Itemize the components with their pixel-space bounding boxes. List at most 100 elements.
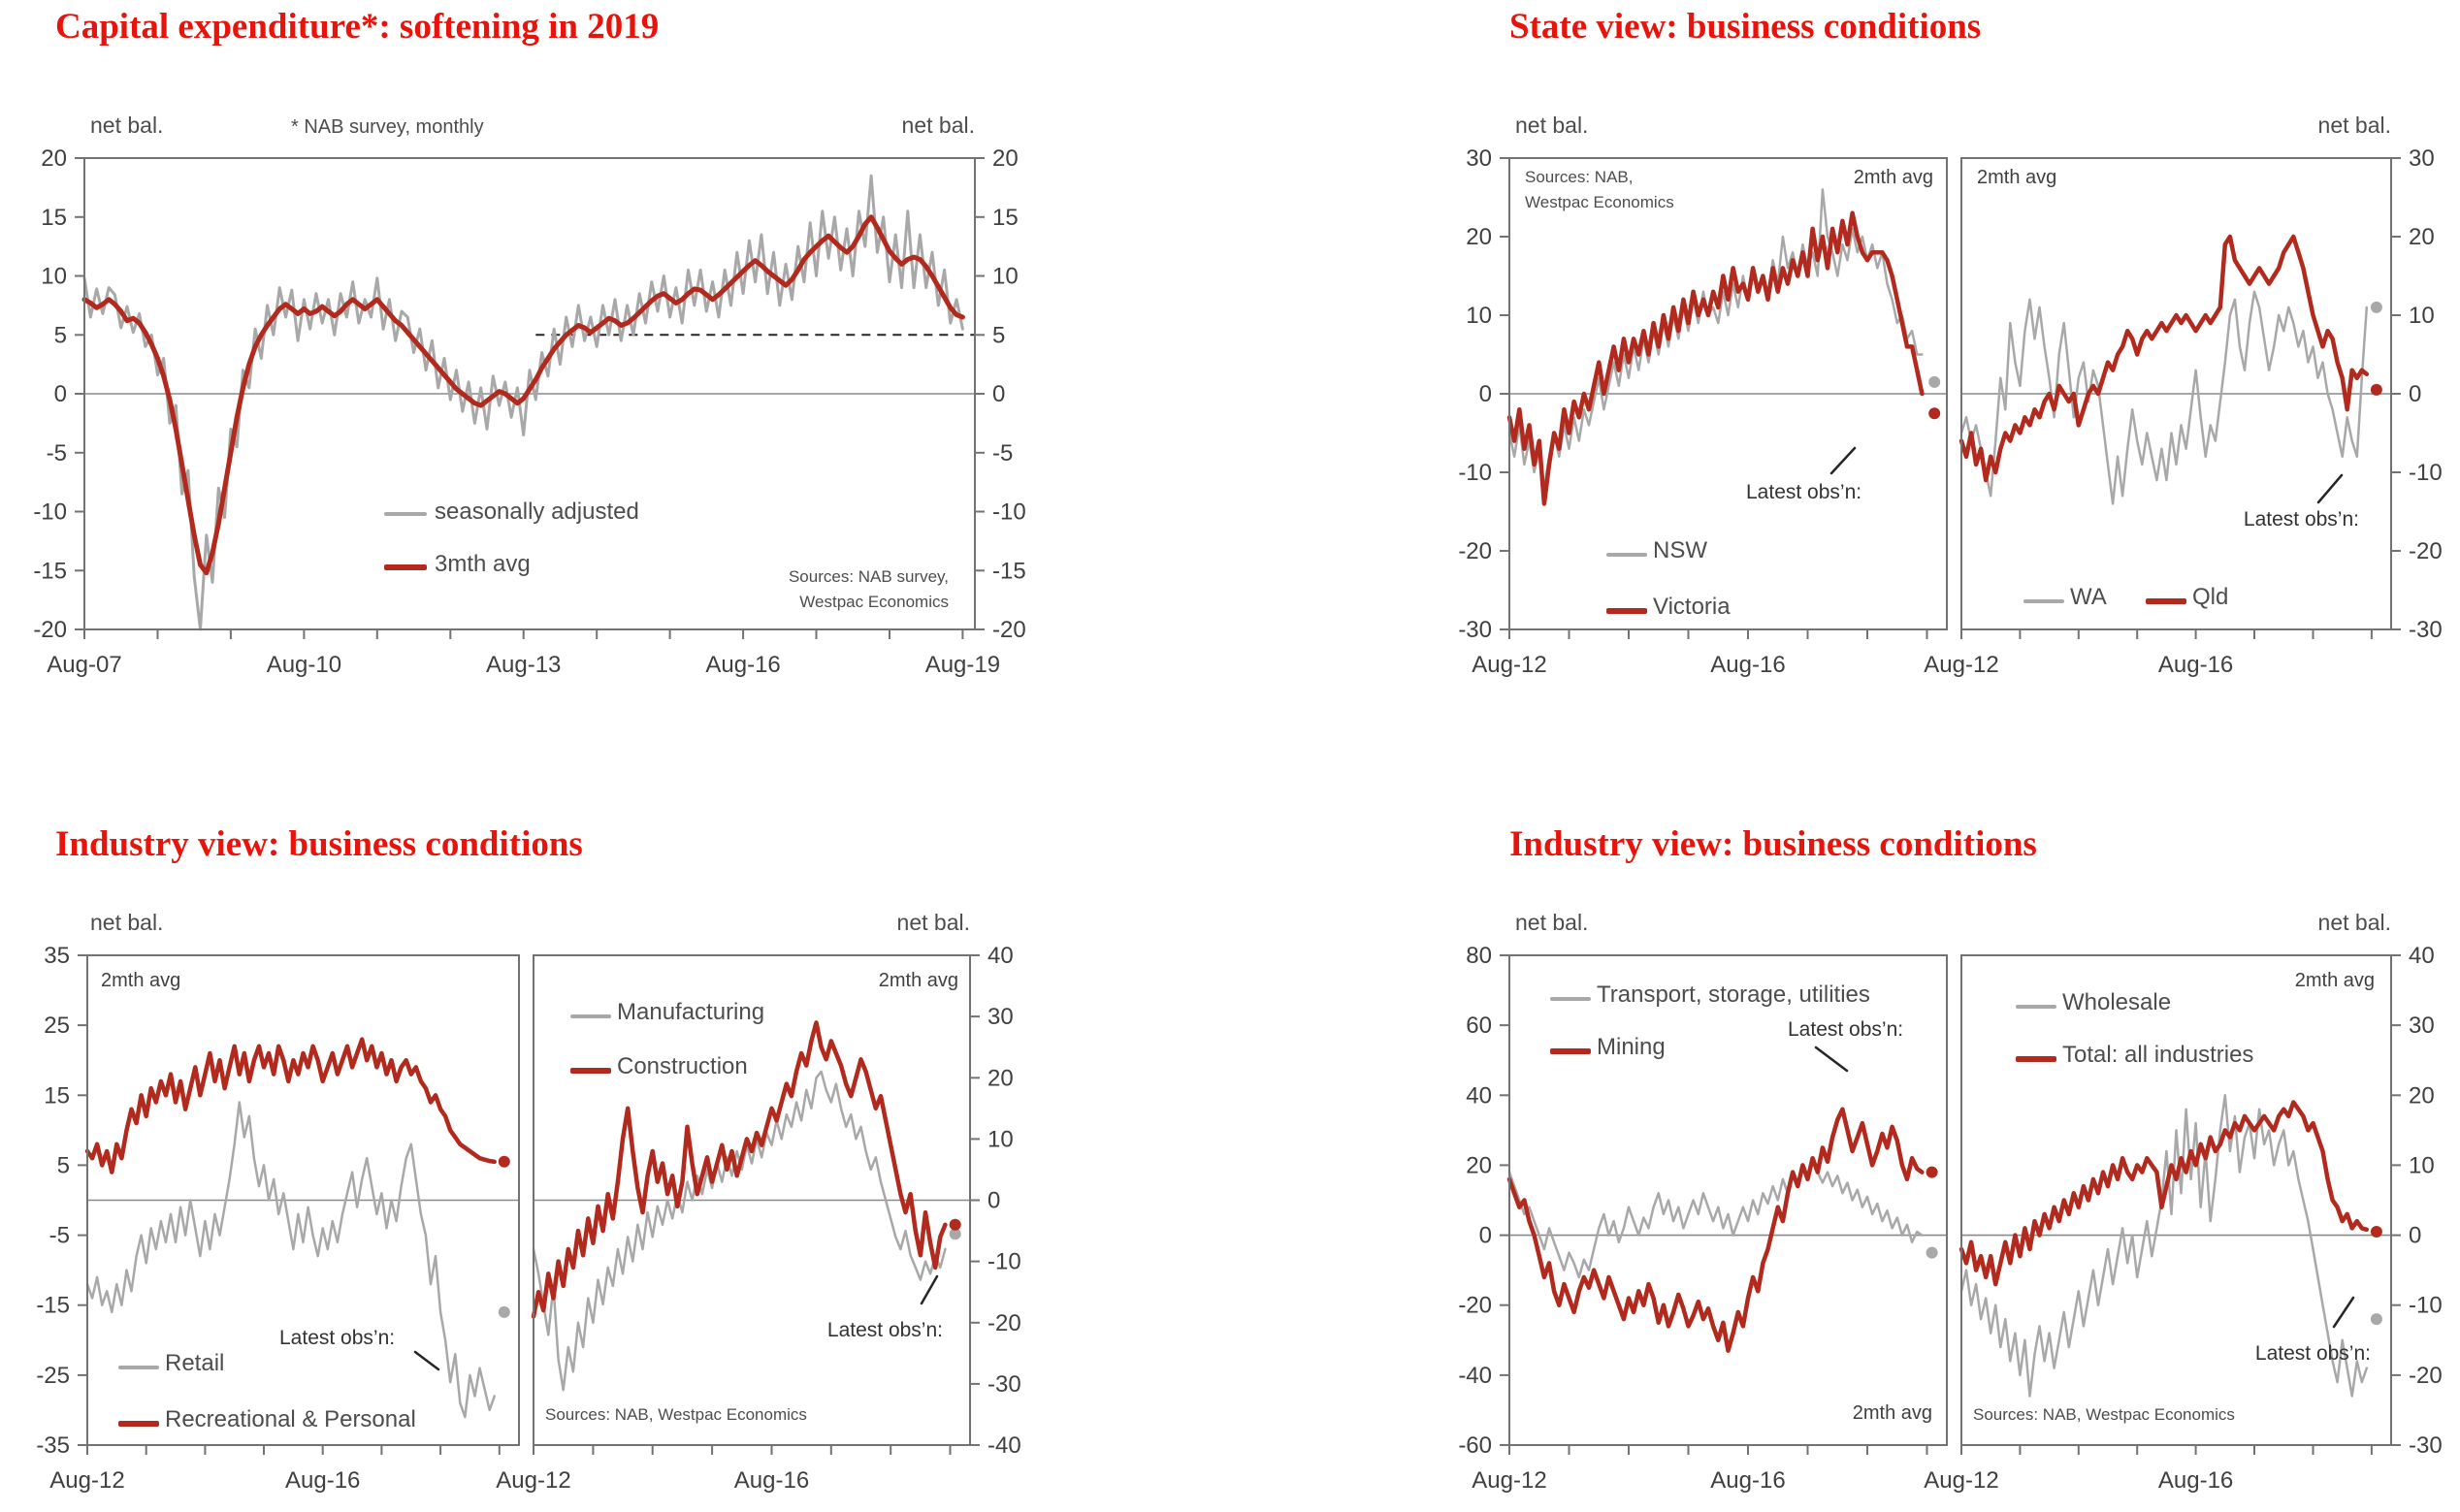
y-tick-label: 5: [992, 322, 1005, 348]
legend-swatch-victoria: [1606, 608, 1647, 614]
y-tick-label: 0: [2409, 1223, 2421, 1249]
annotation-pointer-line: [413, 1350, 440, 1371]
legend-label-nsw: NSW: [1653, 537, 1707, 563]
series-line-3mth-avg: [81, 214, 965, 576]
y-tick-label: -10: [2409, 1293, 2443, 1319]
avg-tag: 2mth avg: [1977, 167, 2057, 188]
y-tick-label: -40: [1458, 1363, 1492, 1389]
legend-swatch-qld: [2146, 598, 2186, 604]
legend-swatch-nsw: [1606, 553, 1647, 557]
chart-title-capex: Capital expenditure*: softening in 2019: [55, 7, 660, 47]
y-tick-label: 30: [2409, 145, 2435, 172]
series-line-retail: [85, 1101, 496, 1419]
y-tick-label: -60: [1458, 1432, 1492, 1459]
latest-obs-dot-wholesale: [2370, 1313, 2382, 1326]
y-tick-label: 5: [54, 322, 67, 348]
legend-label-wa: WA: [2070, 584, 2107, 610]
x-tick-label: Aug-16: [2158, 652, 2233, 678]
y-tick-label: -15: [33, 558, 67, 584]
y-tick-label: -10: [1458, 460, 1492, 486]
y-tick-label: 40: [2409, 943, 2435, 969]
sources-note-line: Sources: NAB,: [1525, 168, 1634, 186]
y-tick-label: -20: [33, 617, 67, 643]
latest-obs-dot-victoria: [1928, 407, 1941, 420]
series-line-mining: [1506, 1107, 1925, 1353]
y-tick-label: 20: [1466, 1152, 1492, 1178]
y-tick-label: -20: [992, 617, 1026, 643]
y-tick-label: -40: [987, 1432, 1021, 1459]
latest-obs-dot-total-all-industries: [2370, 1226, 2382, 1238]
series-line-seasonally-adjusted: [82, 174, 964, 631]
latest-obs-annotation: Latest obs’n:: [1746, 481, 1862, 503]
annotation-pointer-line: [920, 1274, 939, 1305]
x-tick-label: Aug-16: [705, 652, 780, 678]
series-line-construction: [531, 1020, 948, 1319]
x-tick-label: Aug-12: [1924, 652, 1998, 678]
y-tick-label: -5: [49, 1223, 70, 1249]
axis-unit-label: net bal.: [2317, 910, 2391, 935]
latest-obs-annotation: Latest obs’n:: [279, 1327, 396, 1349]
y-tick-label: -15: [992, 558, 1026, 584]
chart-title-state-view: State view: business conditions: [1509, 7, 1982, 47]
series-line-total-all-industries: [1958, 1100, 2370, 1287]
series-line-wholesale: [1959, 1094, 2369, 1398]
x-tick-label: Aug-12: [496, 1467, 570, 1494]
legend-label-construction: Construction: [617, 1053, 748, 1079]
x-tick-label: Aug-10: [267, 652, 341, 678]
x-tick-label: Aug-12: [49, 1467, 124, 1494]
legend-label-retail: Retail: [165, 1350, 225, 1376]
y-tick-label: -5: [992, 440, 1013, 466]
annotation-pointer-line: [1829, 446, 1857, 475]
y-tick-label: -10: [33, 499, 67, 526]
y-tick-label: -10: [987, 1249, 1021, 1275]
sources-note-line: Sources: NAB, Westpac Economics: [545, 1405, 807, 1424]
chart-title-industry-right: Industry view: business conditions: [1509, 824, 2037, 864]
legend-label-wholesale: Wholesale: [2062, 989, 2172, 1015]
x-tick-label: Aug-12: [1924, 1467, 1998, 1494]
latest-obs-annotation: Latest obs’n:: [2243, 508, 2359, 531]
avg-tag: 2mth avg: [2294, 970, 2375, 991]
series-line-recreational-personal: [84, 1037, 497, 1174]
y-tick-label: 30: [987, 1004, 1014, 1030]
y-tick-label: 10: [1466, 303, 1492, 329]
plot-frame: [1508, 954, 1948, 1446]
series-line-wa: [1959, 290, 2369, 505]
y-tick-label: 20: [992, 145, 1019, 172]
y-tick-label: 30: [2409, 1013, 2435, 1039]
y-tick-label: 10: [987, 1126, 1014, 1152]
y-tick-label: -20: [987, 1310, 1021, 1336]
y-tick-label: -20: [1458, 1293, 1492, 1319]
latest-obs-dot-qld: [2370, 383, 2382, 396]
y-tick-label: 0: [2409, 381, 2421, 407]
plot-frame: [1960, 954, 2392, 1446]
x-tick-label: Aug-12: [1472, 1467, 1546, 1494]
legend-swatch-wholesale: [2016, 1005, 2056, 1009]
legend-swatch-total-all-industries: [2016, 1056, 2056, 1062]
y-tick-label: 5: [57, 1152, 70, 1178]
avg-tag: 2mth avg: [101, 970, 181, 991]
latest-obs-annotation: Latest obs’n:: [826, 1319, 943, 1341]
y-tick-label: 0: [992, 381, 1005, 407]
sources-note-line: Sources: NAB, Westpac Economics: [1973, 1405, 2235, 1424]
legend-label-mining: Mining: [1597, 1034, 1666, 1060]
x-tick-label: Aug-16: [285, 1467, 360, 1494]
y-tick-label: 10: [41, 264, 67, 290]
x-tick-label: Aug-16: [734, 1467, 809, 1494]
legend-label-transport-storage-utilities: Transport, storage, utilities: [1597, 981, 1870, 1008]
y-tick-label: -35: [36, 1432, 70, 1459]
legend-swatch-manufacturing: [570, 1014, 611, 1018]
axis-unit-label: net bal.: [90, 910, 164, 935]
avg-tag: 2mth avg: [878, 970, 958, 991]
y-tick-label: 20: [2409, 224, 2435, 250]
y-tick-label: -10: [2409, 460, 2443, 486]
legend-swatch-construction: [570, 1068, 611, 1074]
legend-swatch-mining: [1550, 1048, 1591, 1054]
legend-label-total-all-industries: Total: all industries: [2062, 1042, 2254, 1068]
latest-obs-dot-construction: [949, 1218, 961, 1231]
series-line-qld: [1958, 234, 2370, 483]
legend-swatch-3mth-avg: [384, 564, 427, 570]
y-tick-label: -15: [36, 1293, 70, 1319]
latest-obs-dot-manufacturing: [949, 1228, 961, 1240]
